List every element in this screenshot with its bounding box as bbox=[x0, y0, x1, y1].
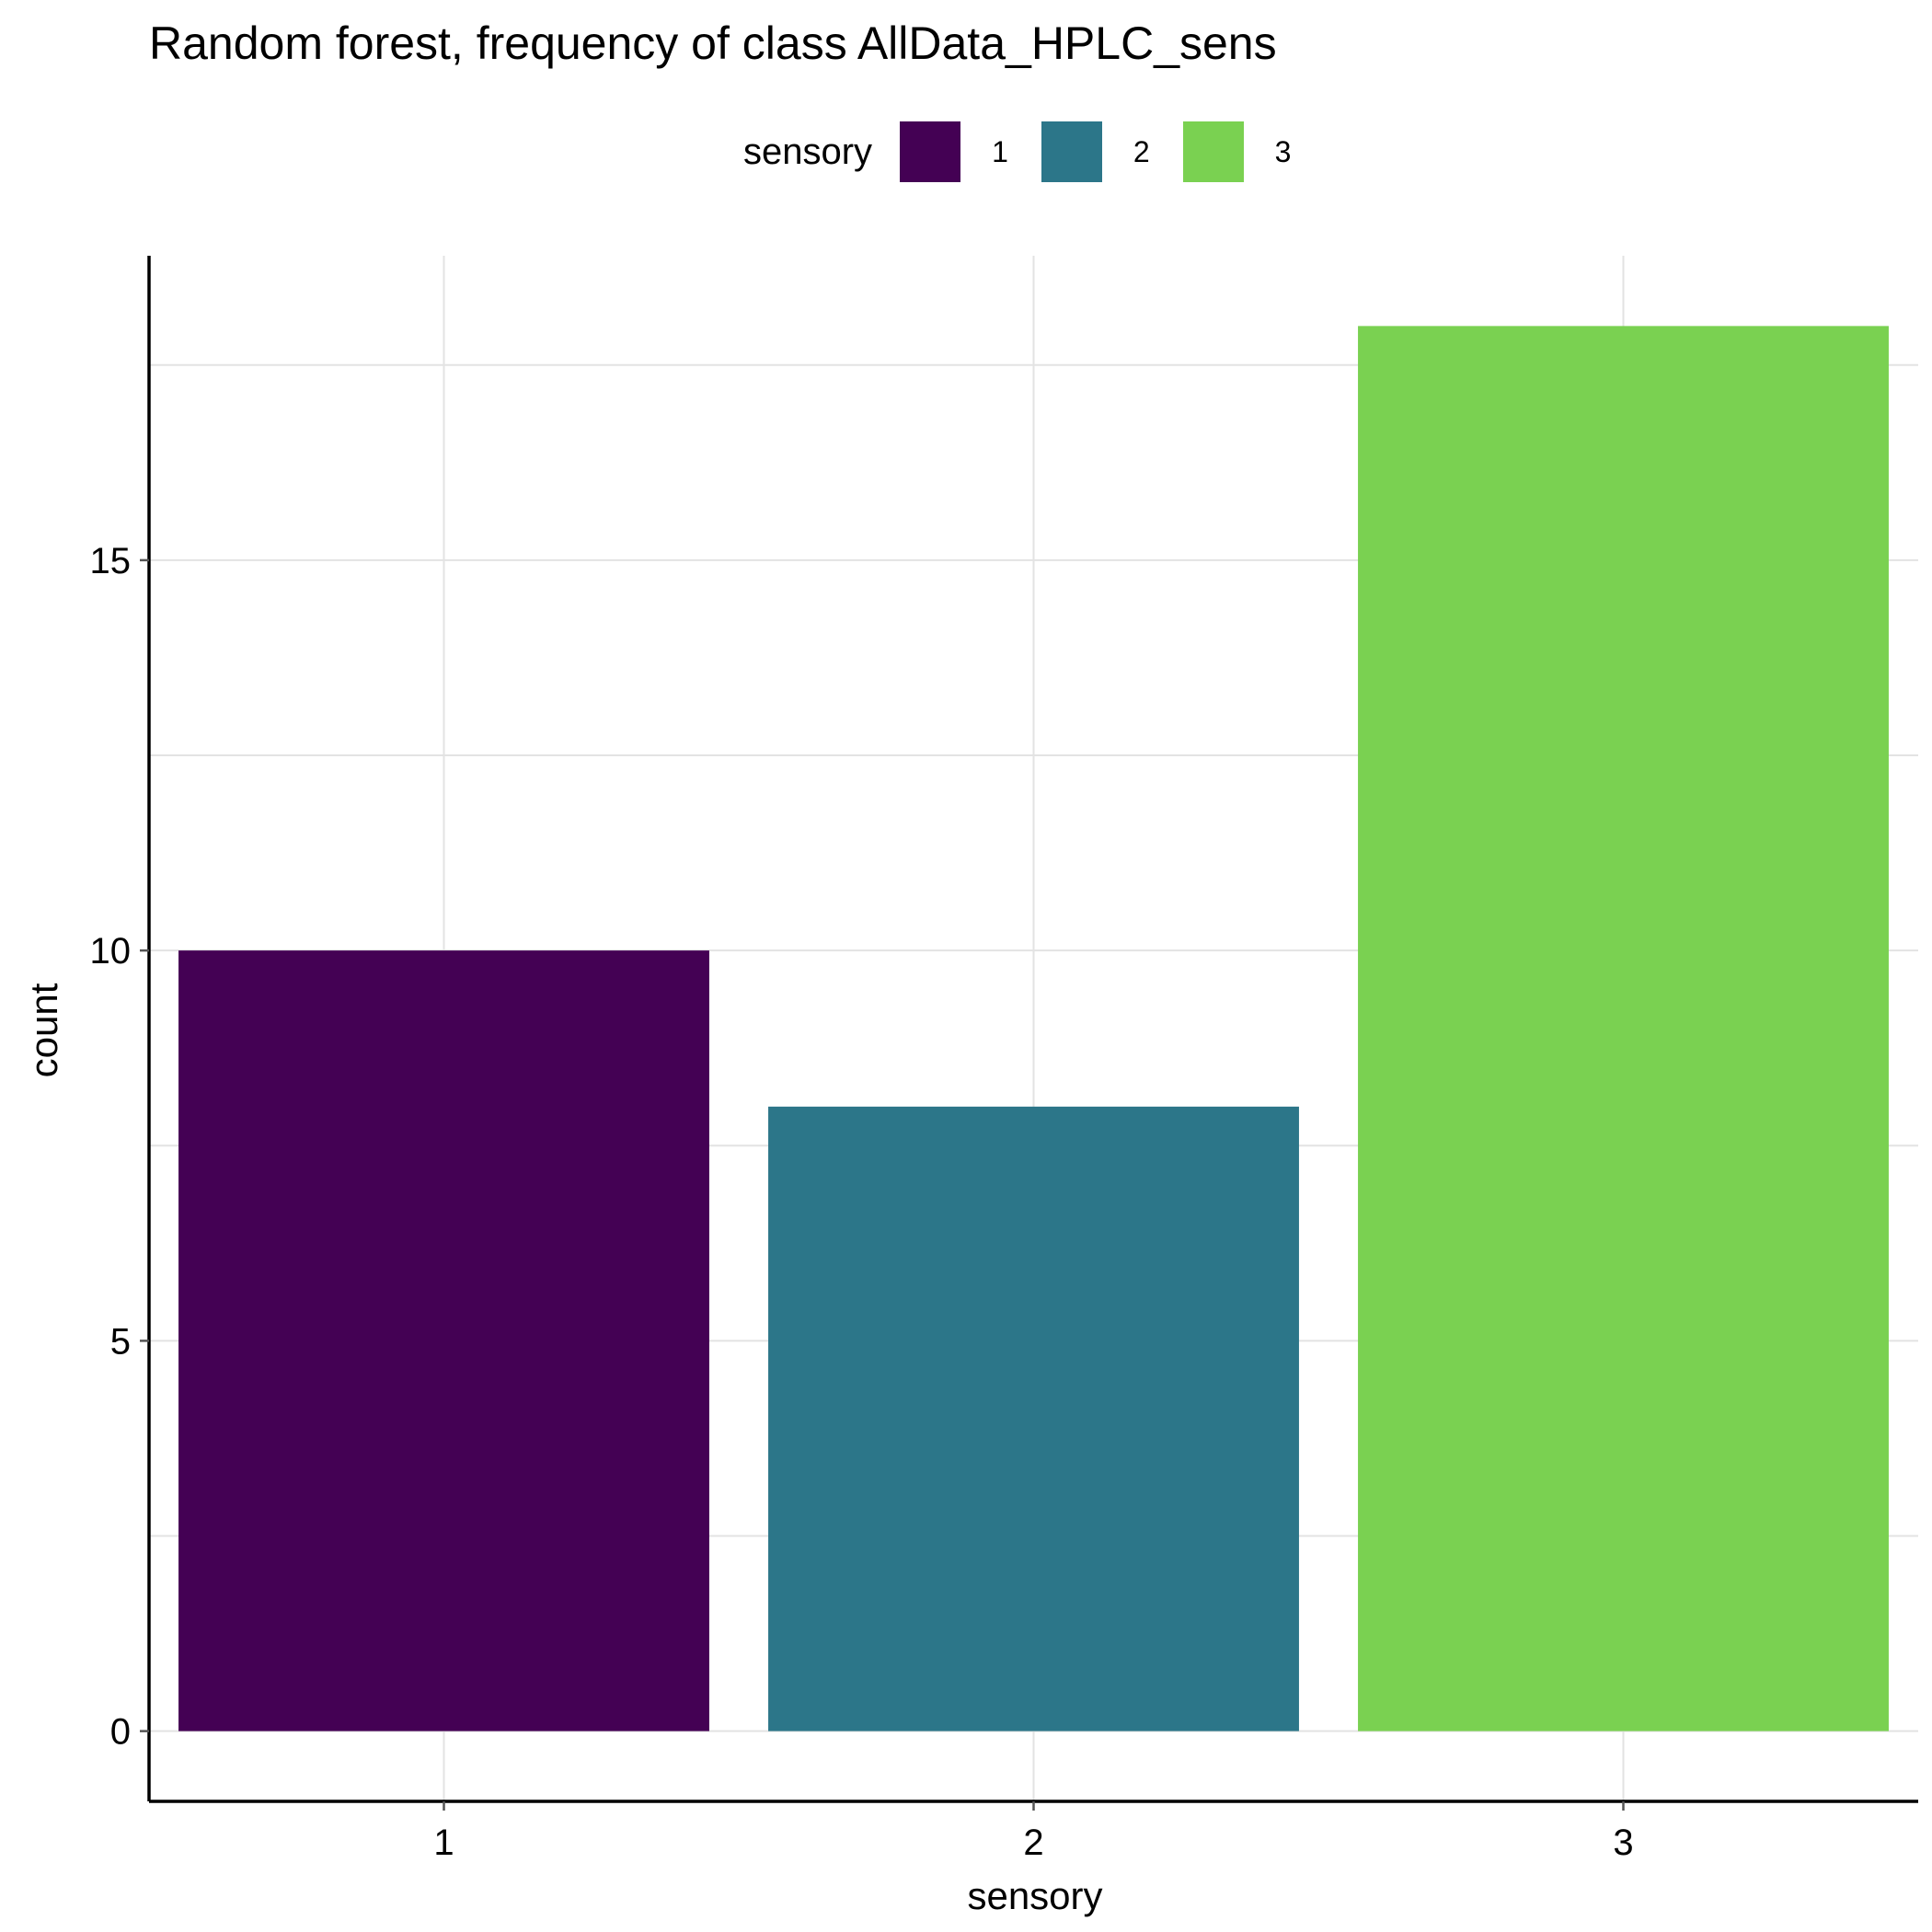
bar-2 bbox=[768, 1106, 1299, 1731]
legend-item-3: 3 bbox=[1182, 121, 1292, 182]
y-tick-label: 10 bbox=[90, 931, 132, 972]
legend: sensory 1 2 3 bbox=[743, 120, 1324, 184]
chart-title: Random forest, frequency of class AllDat… bbox=[149, 17, 1277, 69]
legend-title: sensory bbox=[743, 131, 873, 172]
bars bbox=[178, 326, 1889, 1731]
bar-3 bbox=[1358, 326, 1889, 1731]
legend-item-1: 1 bbox=[900, 121, 1008, 182]
y-tick-label: 0 bbox=[110, 1712, 131, 1753]
legend-label: 3 bbox=[1274, 134, 1292, 168]
legend-label: 1 bbox=[992, 134, 1008, 168]
legend-key bbox=[1041, 121, 1102, 182]
legend-label: 2 bbox=[1133, 134, 1150, 168]
x-tick-label: 1 bbox=[433, 1823, 454, 1863]
axes: 0 5 10 15 1 2 3 bbox=[90, 256, 1918, 1863]
bar-1 bbox=[178, 950, 709, 1731]
x-tick-label: 2 bbox=[1023, 1823, 1043, 1863]
legend-key bbox=[1182, 121, 1244, 182]
y-tick-label: 5 bbox=[110, 1321, 131, 1362]
x-axis-title: sensory bbox=[967, 1874, 1102, 1917]
y-tick-label: 15 bbox=[90, 541, 132, 581]
y-axis-title: count bbox=[22, 983, 65, 1077]
legend-key bbox=[900, 121, 961, 182]
x-tick-label: 3 bbox=[1613, 1823, 1633, 1863]
legend-item-2: 2 bbox=[1041, 121, 1150, 182]
